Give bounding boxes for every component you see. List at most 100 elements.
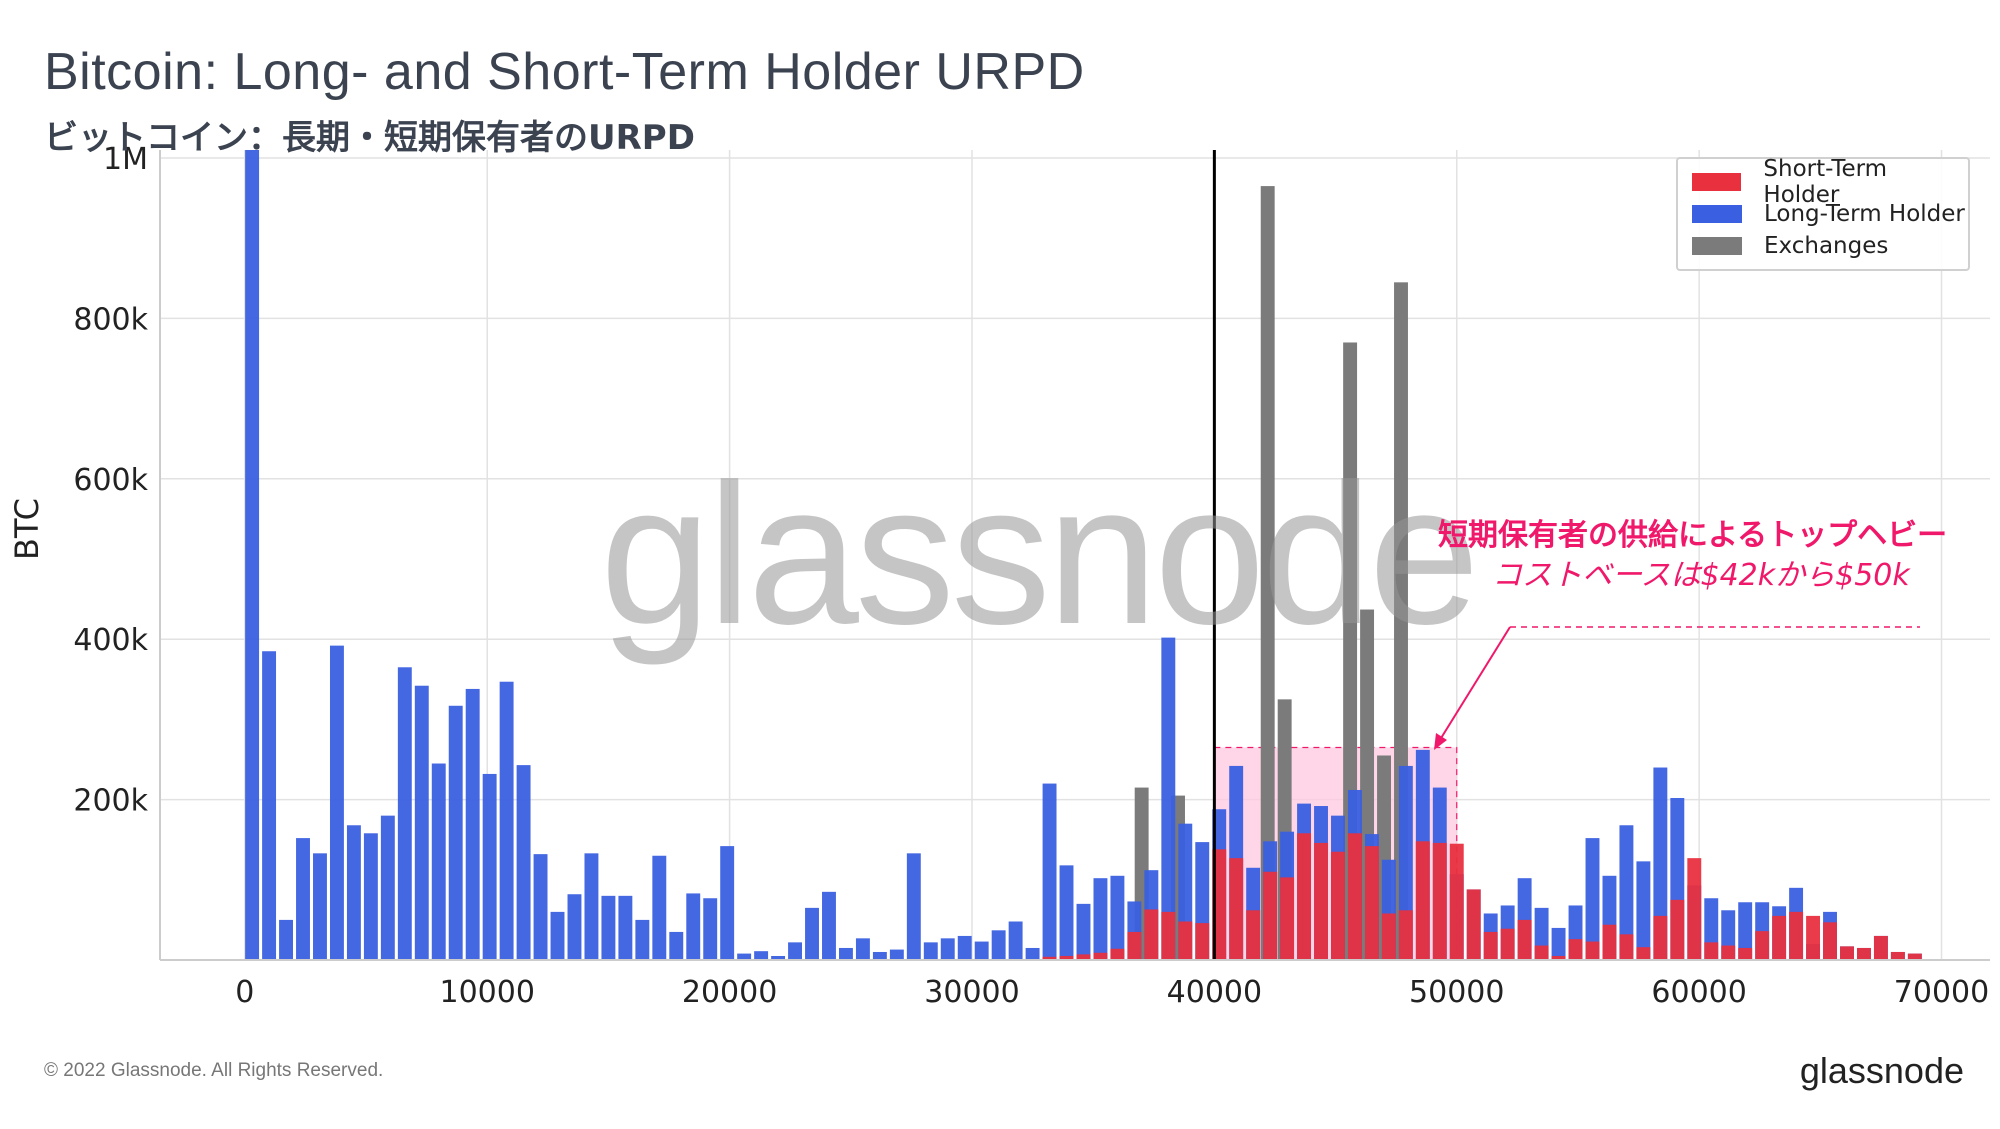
bar-long-term [279,919,293,960]
bar-long-term [889,949,904,960]
bar-short-term [1636,947,1651,960]
bar-short-term [1178,921,1193,960]
x-tick-label: 30000 [924,975,1019,1010]
legend-swatch-long-term [1692,205,1742,223]
legend-item-exchanges: Exchanges [1692,231,1888,261]
bar-short-term [1517,919,1532,960]
bar-long-term [957,935,972,960]
grid-layer [160,150,1990,960]
page-title: Bitcoin: Long- and Short-Term Holder URP… [44,43,1085,101]
bar-long-term [703,898,718,960]
bar-short-term [1246,910,1261,960]
bar-long-term [923,942,938,960]
bar-long-term [838,947,853,960]
bar-long-term [329,645,344,960]
bar-long-term [363,833,378,960]
bar-long-term [737,953,752,960]
annotation-arrow [1434,626,1920,750]
bar-long-term [1636,861,1651,960]
bar-short-term [1415,841,1430,960]
bar-short-term [1432,842,1447,960]
bar-short-term [1670,899,1685,960]
bar-long-term [1161,637,1176,960]
bar-long-term [414,685,429,960]
bar-long-term [720,846,735,960]
bar-short-term [1110,948,1125,960]
bar-long-term [550,911,565,960]
bar-long-term [872,951,887,960]
x-tick-label: 20000 [682,975,777,1010]
y-tick-label: 600k [73,463,148,498]
legend-label-long-term: Long-Term Holder [1764,201,1965,227]
annotation-arrowhead [1434,733,1447,750]
bar-long-term [1008,921,1023,960]
bar-short-term [1755,931,1770,960]
bar-short-term [1263,871,1278,960]
bar-short-term [1500,928,1515,960]
bar-long-term [805,907,819,960]
legend-label-short-term: Short-Term Holder [1763,156,1888,208]
bar-short-term [1229,858,1244,960]
bar-short-term [1840,946,1854,960]
bar-long-term [1042,783,1057,960]
bar-long-term [1110,875,1125,960]
bar-long-term [771,955,786,960]
bar-short-term [1721,945,1736,960]
bar-short-term [1602,924,1617,960]
legend-item-long-term: Long-Term Holder [1692,199,1965,229]
bar-long-term [465,688,480,960]
annotation-title: 短期保有者の供給によるトップヘビー [1438,518,1948,553]
bar-long-term [516,765,531,960]
bar-long-term [1093,878,1108,960]
legend-label-exchanges: Exchanges [1764,233,1889,259]
bar-short-term [1585,941,1600,960]
bar-short-term [1907,953,1922,960]
bar-long-term [669,931,684,960]
bar-short-term [1280,877,1295,960]
legend-swatch-exchanges [1692,237,1742,255]
bar-long-term [397,667,412,960]
x-tick-label: 60000 [1651,975,1746,1010]
bar-short-term [1398,910,1413,960]
x-tick-label: 40000 [1167,975,1262,1010]
bar-long-term [1738,902,1753,960]
bar-short-term [1161,911,1176,960]
bar-long-term [601,895,616,960]
bar-long-term [1025,947,1040,960]
bar-long-term [313,853,327,960]
bar-short-term [1738,947,1753,960]
bar-long-term [245,150,260,960]
bar-long-term [346,825,361,960]
bar-short-term [1653,915,1668,960]
bar-long-term [1619,825,1634,960]
bar-long-term [431,763,446,960]
bar-short-term [1687,858,1702,960]
x-tick-label: 10000 [439,975,534,1010]
bar-long-term [1551,927,1566,960]
bar-long-term [686,893,701,960]
page-subtitle: ビットコイン：長期・短期保有者のURPD [44,118,695,158]
bar-short-term [1551,955,1566,960]
bar-long-term [533,854,548,960]
bar-long-term [906,853,921,960]
bar-short-term [1331,851,1345,960]
bar-long-term [1076,903,1091,960]
bar-short-term [1772,915,1787,960]
bar-long-term [974,941,989,960]
bar-short-term [1093,952,1108,960]
legend-item-short-term: Short-Term Holder [1692,156,1968,208]
bar-short-term [1483,931,1498,960]
bar-long-term [584,853,599,960]
bar-short-term [1890,951,1905,960]
bar-short-term [1789,911,1804,960]
copyright-footer: © 2022 Glassnode. All Rights Reserved. [44,1060,384,1081]
bar-short-term [1381,913,1396,960]
bar-exchanges [1260,186,1275,960]
bar-short-term [1042,956,1057,960]
watermark: glassnode [600,443,1480,666]
bar-short-term [1449,843,1464,960]
y-tick-label: 800k [73,302,148,337]
bar-short-term [1364,846,1379,960]
bar-short-term [1704,942,1719,960]
